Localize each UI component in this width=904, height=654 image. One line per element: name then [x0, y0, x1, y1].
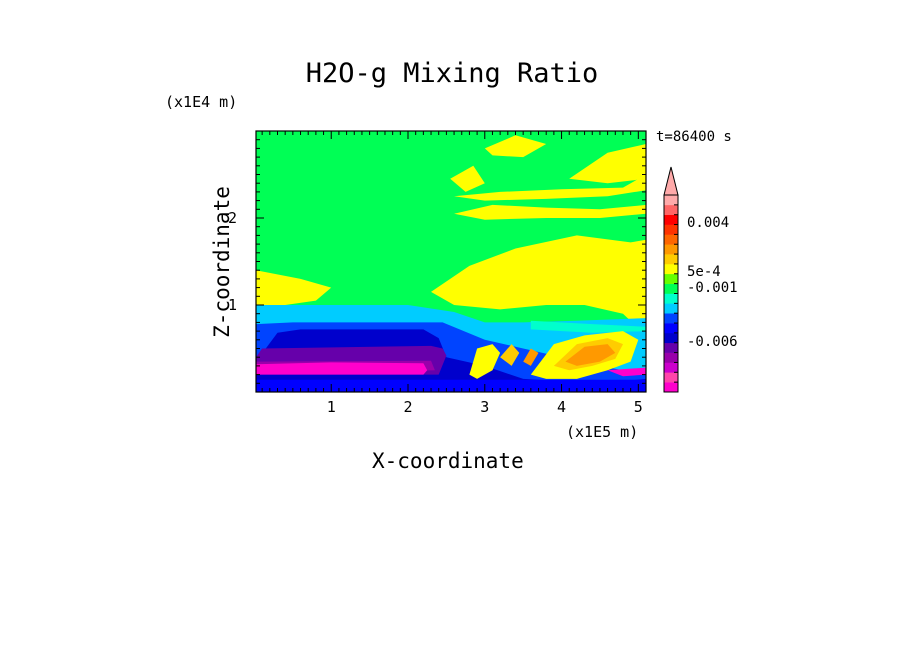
contour-region-4 [454, 174, 646, 201]
x-tick-label: 2 [403, 398, 413, 416]
contour-region-19 [565, 344, 616, 366]
contour-region-3 [454, 204, 646, 220]
colorbar-label: 5e-4 [687, 263, 721, 280]
contour-regions [256, 131, 646, 392]
contour-region-16 [469, 344, 501, 379]
colorbar-swatch [664, 323, 678, 334]
contour-region-21 [523, 348, 539, 366]
colorbar-swatch [664, 234, 678, 245]
contour-region-22 [607, 367, 646, 377]
x-tick-label: 1 [326, 398, 336, 416]
x-axis-label: X-coordinate [372, 449, 524, 473]
colorbar-swatch [664, 332, 678, 344]
time-label: t=86400 s [656, 129, 732, 145]
y-tick-label: 1 [228, 296, 238, 314]
contour-region-2 [431, 235, 646, 336]
colorbar-swatch [664, 204, 678, 215]
chart-title: H2O-g Mixing Ratio [305, 58, 599, 89]
colorbar-swatch [664, 273, 678, 284]
colorbar-label: -0.001 [687, 279, 738, 296]
contour-region-5 [484, 135, 547, 158]
colorbar-swatch [664, 293, 678, 304]
colorbar-swatch [664, 342, 678, 353]
contour-region-1 [256, 270, 332, 314]
x-tick-label: 4 [557, 398, 567, 416]
axis-ticks [256, 131, 647, 392]
colorbar-swatch [664, 352, 678, 363]
colorbar-swatch [664, 214, 678, 225]
contour-region-11 [256, 329, 646, 392]
colorbar-label: -0.006 [687, 333, 738, 350]
colorbar-extend-arrow [663, 166, 679, 196]
contour-region-7 [450, 165, 485, 192]
colorbar-swatch [664, 362, 678, 373]
colorbar-swatch [664, 372, 678, 383]
colorbar-swatch [664, 313, 678, 324]
colorbar [663, 166, 679, 393]
contour-region-15 [256, 379, 646, 392]
x-tick-label: 3 [480, 398, 490, 416]
colorbar-swatch [664, 224, 678, 235]
colorbar-swatch [664, 382, 678, 393]
x-axis-unit: (x1E5 m) [566, 423, 639, 441]
contour-region-9 [530, 320, 646, 333]
y-tick-label: 2 [228, 209, 238, 227]
x-tick-label: 5 [633, 398, 643, 416]
colorbar-swatch [664, 283, 678, 294]
contour-region-14 [256, 362, 428, 375]
colorbar-swatch [664, 244, 678, 255]
plot-frame [255, 130, 647, 393]
colorbar-swatch [664, 303, 678, 314]
colorbar-swatch [664, 263, 678, 275]
contour-region-6 [569, 144, 646, 184]
colorbar-swatch [664, 195, 678, 206]
colorbar-swatch [664, 254, 678, 265]
z-axis-unit: (x1E4 m) [165, 93, 238, 111]
contour-region-20 [500, 344, 520, 366]
colorbar-label: 0.004 [687, 214, 730, 231]
